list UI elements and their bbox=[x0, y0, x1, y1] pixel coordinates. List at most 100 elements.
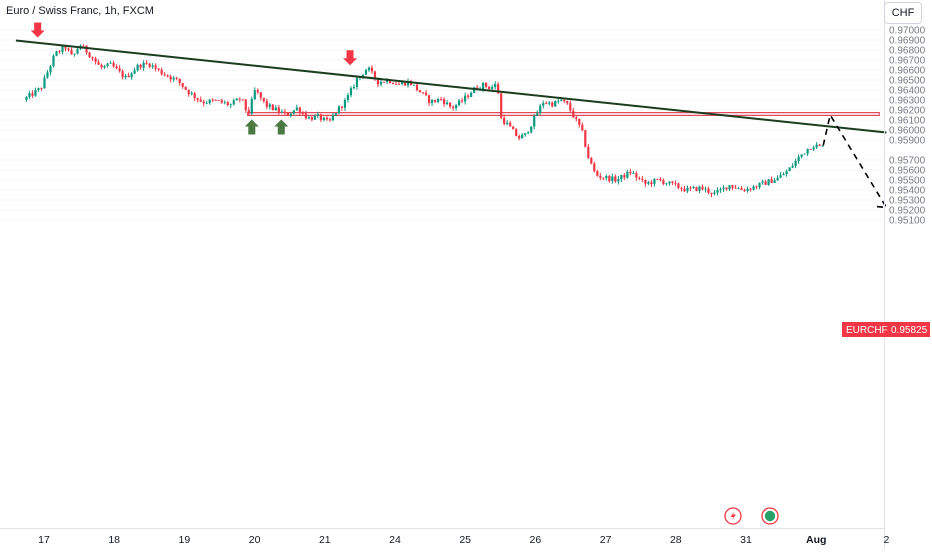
candle-body bbox=[608, 175, 611, 182]
candle-body bbox=[334, 113, 338, 116]
candle-body bbox=[794, 160, 797, 166]
candle-body bbox=[734, 187, 737, 189]
candle-body bbox=[731, 185, 734, 188]
candle-body bbox=[391, 82, 395, 84]
candle-body bbox=[632, 173, 635, 174]
candle-body bbox=[605, 175, 608, 179]
candle-body bbox=[229, 104, 232, 106]
candle-body bbox=[674, 182, 677, 184]
candle-body bbox=[743, 190, 746, 192]
candle-body bbox=[650, 182, 653, 185]
candle-body bbox=[710, 192, 713, 195]
candle-body bbox=[241, 99, 244, 101]
candle-body bbox=[548, 102, 551, 104]
candle-body bbox=[806, 149, 809, 154]
candle-body bbox=[226, 102, 229, 106]
candle-body bbox=[725, 187, 728, 190]
candle-body bbox=[713, 192, 716, 195]
candle-body bbox=[521, 134, 524, 139]
candle-body bbox=[400, 82, 404, 85]
candle-body bbox=[818, 144, 821, 146]
candle-body bbox=[509, 122, 512, 127]
candle-body bbox=[109, 62, 112, 64]
candle-body bbox=[638, 177, 641, 179]
up-arrow-icon bbox=[244, 119, 259, 135]
candle-body bbox=[232, 100, 235, 105]
candle-body bbox=[262, 97, 265, 102]
grid bbox=[0, 29, 884, 221]
y-tick-label: 0.95900 bbox=[889, 136, 926, 147]
x-tick-label: 27 bbox=[600, 534, 612, 546]
candle-body bbox=[166, 75, 169, 77]
y-tick-label: 0.96900 bbox=[889, 36, 926, 47]
candle-body bbox=[193, 93, 196, 99]
candle-body bbox=[181, 82, 184, 87]
candle-body bbox=[220, 100, 223, 103]
candle-body bbox=[581, 124, 584, 131]
candle-body bbox=[656, 178, 659, 180]
candle-body bbox=[64, 46, 67, 49]
event-icons bbox=[724, 507, 779, 525]
candle-body bbox=[494, 84, 497, 88]
y-tick-label: 0.95600 bbox=[889, 166, 926, 177]
candle-body bbox=[554, 101, 557, 107]
candle-body bbox=[292, 110, 295, 114]
candle-body bbox=[295, 107, 298, 111]
y-tick-label: 0.95300 bbox=[889, 196, 926, 207]
candle-body bbox=[142, 62, 145, 68]
candle-body bbox=[28, 93, 31, 98]
candle-body bbox=[190, 93, 193, 95]
candle-body bbox=[701, 186, 704, 190]
candle-body bbox=[139, 64, 142, 68]
x-tick-label: 24 bbox=[389, 534, 401, 546]
candle-body bbox=[761, 181, 764, 183]
candle-body bbox=[641, 178, 644, 180]
candle-body bbox=[722, 187, 725, 190]
candle-body bbox=[199, 99, 202, 102]
candle-body bbox=[205, 103, 208, 104]
currency-button[interactable]: CHF bbox=[884, 2, 922, 24]
candle-body bbox=[412, 84, 416, 86]
candle-body bbox=[545, 103, 548, 104]
y-tick-label: 0.95200 bbox=[889, 206, 926, 217]
candle-body bbox=[470, 92, 473, 97]
candle-body bbox=[436, 99, 440, 102]
candle-body bbox=[94, 58, 97, 62]
candle-body bbox=[385, 79, 389, 83]
lightning-icon bbox=[730, 511, 736, 521]
candle-body bbox=[298, 107, 301, 114]
candle-body bbox=[527, 132, 530, 134]
candle-body bbox=[698, 186, 701, 191]
candle-body bbox=[265, 101, 268, 107]
candle-body bbox=[551, 102, 554, 107]
candle-body bbox=[253, 90, 256, 100]
y-tick-label: 0.96600 bbox=[889, 66, 926, 77]
candle-body bbox=[388, 79, 392, 83]
candle-body bbox=[313, 115, 316, 120]
candle-body bbox=[662, 180, 665, 184]
candle-body bbox=[307, 117, 310, 119]
candle-body bbox=[88, 52, 91, 58]
candle-body bbox=[530, 126, 533, 133]
candle-body bbox=[488, 86, 491, 90]
candle-body bbox=[247, 110, 250, 114]
candle-body bbox=[797, 156, 800, 161]
candle-body bbox=[461, 100, 464, 102]
x-tick-label: 20 bbox=[249, 534, 261, 546]
x-tick-label: Aug bbox=[806, 534, 826, 546]
candle-body bbox=[614, 176, 617, 182]
candle-body bbox=[482, 82, 485, 90]
candle-body bbox=[491, 87, 494, 90]
candle-body bbox=[244, 99, 247, 111]
last-price-value: 0.95825 bbox=[891, 325, 928, 336]
candle-body bbox=[707, 188, 710, 193]
candle-body bbox=[647, 182, 650, 184]
candle-body bbox=[136, 64, 139, 71]
candle-body bbox=[289, 113, 292, 116]
candle-body bbox=[746, 188, 749, 192]
candle-body bbox=[497, 84, 500, 94]
candle-body bbox=[238, 98, 241, 100]
y-tick-label: 0.96100 bbox=[889, 116, 926, 127]
candle-body bbox=[728, 185, 731, 190]
